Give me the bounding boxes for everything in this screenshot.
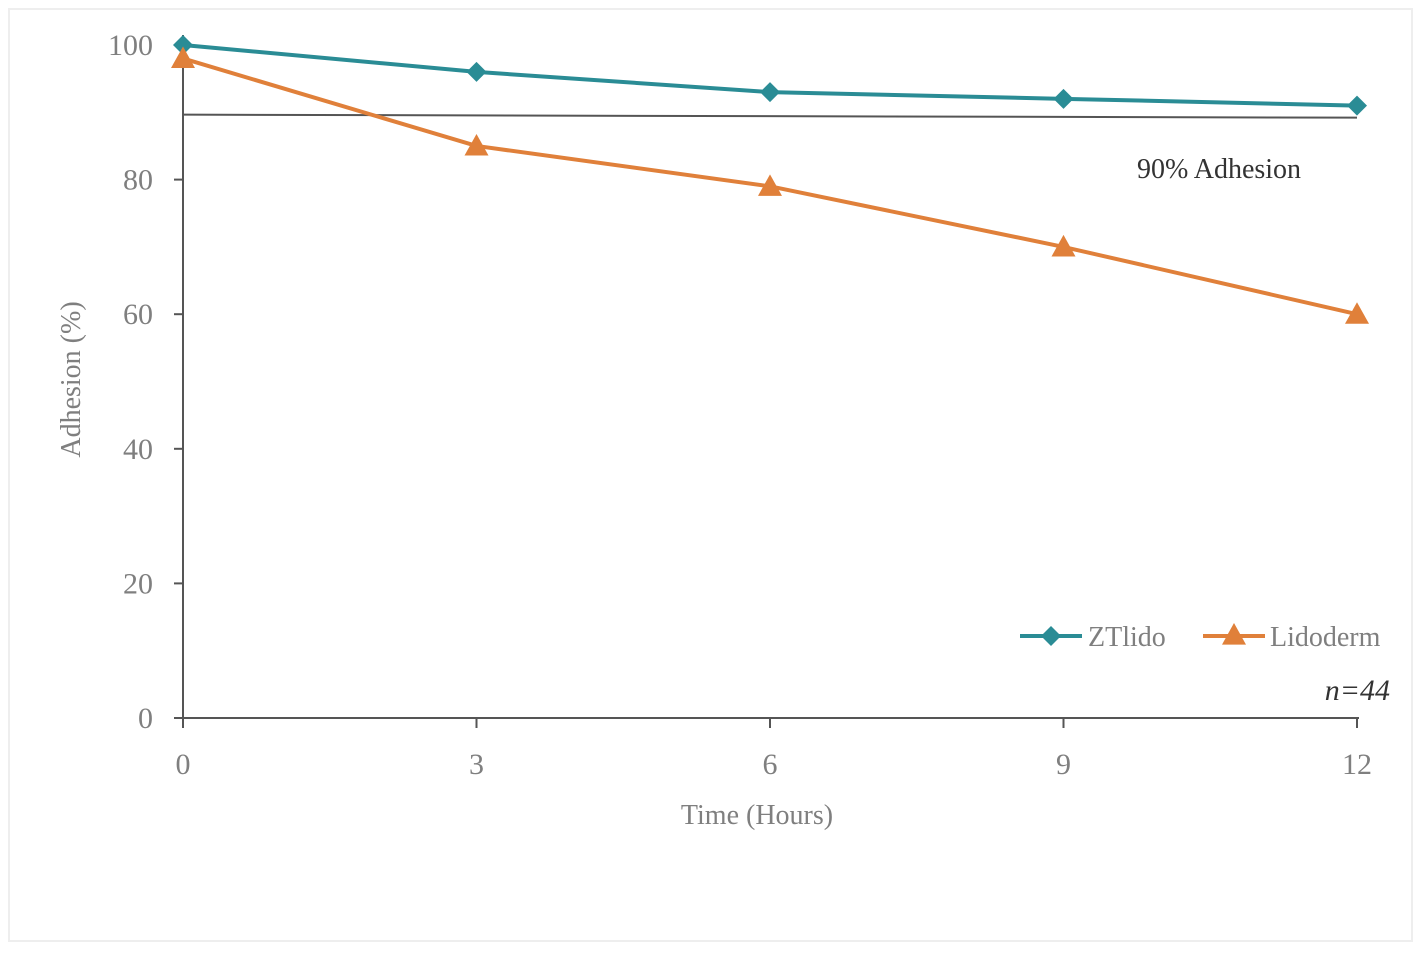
sample-size-annotation: n=44 (1325, 674, 1390, 707)
y-axis-title: Adhesion (%) (56, 301, 87, 457)
data-point-lidoderm (758, 174, 782, 196)
legend-marker-ztlido (1041, 626, 1061, 646)
data-point-ztlido (1053, 88, 1074, 109)
data-point-lidoderm (464, 133, 489, 156)
legend: ZTlido Lidoderm (1020, 622, 1381, 653)
data-point-lidoderm (1051, 234, 1076, 257)
x-axis-title: Time (Hours) (681, 800, 833, 831)
chart-frame (8, 8, 1413, 942)
legend-label-lidoderm: Lidoderm (1270, 622, 1381, 653)
axes-group: 0 20 40 60 80 100 0 3 6 9 12 (108, 29, 1372, 781)
y-tick-label: 20 (123, 567, 153, 600)
x-tick-label: 3 (469, 748, 484, 781)
data-point-ztlido (1347, 95, 1367, 116)
legend-marker-lidoderm (1222, 623, 1246, 645)
x-tick-label: 12 (1342, 748, 1372, 781)
data-point-ztlido (760, 82, 780, 103)
reference-line (182, 113, 1358, 119)
y-tick-label: 100 (108, 29, 153, 62)
data-point-ztlido (466, 61, 487, 82)
reference-line-label: 90% Adhesion (1137, 154, 1301, 185)
series-group (171, 35, 1369, 324)
reference-line-group (182, 113, 1358, 119)
data-point-ztlido (173, 35, 193, 55)
x-tick-label: 6 (763, 748, 778, 781)
y-tick-label: 60 (123, 298, 153, 331)
legend-label-ztlido: ZTlido (1088, 622, 1166, 653)
y-tick-label: 0 (138, 702, 153, 735)
x-tick-label: 9 (1056, 748, 1071, 781)
y-tick-label: 80 (123, 164, 153, 197)
data-point-lidoderm (171, 46, 195, 69)
y-tick-label: 40 (123, 433, 153, 466)
x-tick-label: 0 (176, 748, 191, 781)
data-point-lidoderm (1345, 302, 1369, 324)
